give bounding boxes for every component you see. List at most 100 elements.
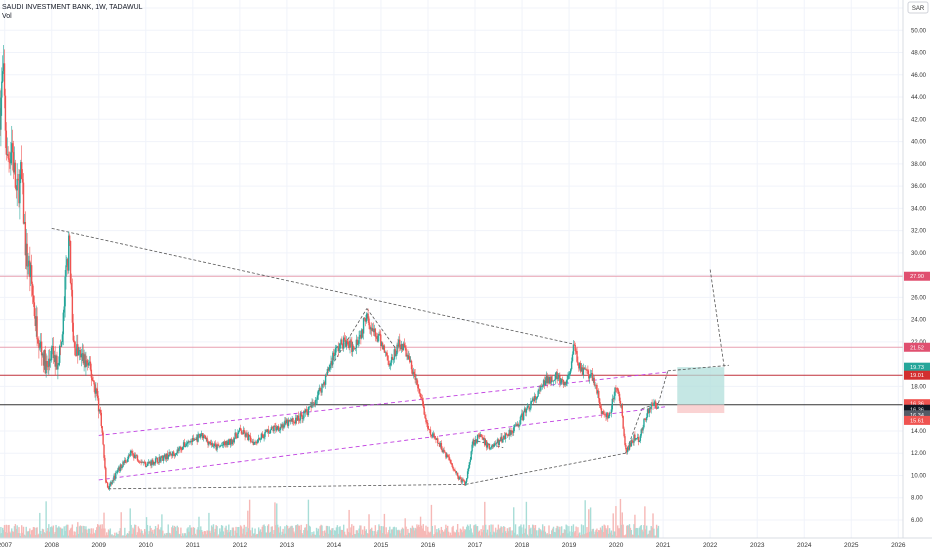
volume-bar: [158, 529, 160, 538]
candle-body: [322, 384, 324, 385]
volume-bar: [35, 527, 37, 538]
candle-body: [529, 408, 531, 410]
volume-bar: [40, 534, 43, 538]
volume-bar: [467, 526, 470, 538]
candle-body: [226, 441, 228, 446]
volume-bar: [652, 513, 654, 538]
candle-body: [207, 441, 209, 445]
volume-bar: [323, 530, 326, 538]
candle-body: [390, 357, 393, 363]
candle-body: [235, 432, 237, 437]
candle-body: [81, 353, 84, 354]
candle-body: [311, 402, 313, 408]
trendline[interactable]: [51, 227, 574, 345]
candle-body: [93, 380, 95, 385]
candle-body: [465, 478, 468, 482]
candle-body: [418, 388, 420, 390]
volume-bar: [219, 528, 221, 538]
candle-body: [333, 355, 336, 356]
volume-bar: [96, 527, 98, 538]
candle-body: [181, 447, 184, 450]
volume-bar: [90, 528, 93, 538]
volume-bar: [205, 534, 207, 538]
volume-bar: [591, 529, 594, 538]
trendline[interactable]: [658, 370, 669, 404]
trendline[interactable]: [641, 402, 659, 410]
candle-body: [87, 362, 90, 366]
volume-bar: [531, 534, 533, 538]
volume-bar: [224, 527, 226, 538]
volume-bar: [185, 535, 188, 538]
volume-bar: [509, 527, 511, 538]
trendline[interactable]: [108, 483, 466, 490]
candle-body: [598, 390, 600, 399]
currency-button[interactable]: SAR: [907, 1, 929, 14]
volume-bar: [526, 534, 528, 538]
volume-bar: [600, 529, 603, 538]
volume-bar: [283, 533, 285, 538]
volume-bar: [638, 527, 641, 538]
volume-bar: [415, 528, 417, 538]
profit-zone[interactable]: [677, 367, 725, 405]
volume-bar: [425, 525, 427, 538]
candle-body: [431, 435, 434, 437]
volume-bar: [432, 535, 434, 538]
candle-body: [640, 429, 642, 436]
candle-body: [310, 406, 312, 408]
candle-body: [34, 316, 36, 327]
candle-body: [162, 455, 164, 461]
candle-body: [62, 312, 65, 335]
volume-bar: [401, 527, 404, 538]
candle-body: [484, 438, 486, 446]
trendline[interactable]: [625, 408, 643, 454]
candle-body: [519, 420, 521, 425]
candle-body: [77, 351, 80, 356]
volume-bar: [78, 526, 81, 538]
volume-bar: [532, 524, 534, 538]
candle-body: [320, 391, 322, 393]
time-axis[interactable]: 2007200820092010201120122013201420152016…: [0, 542, 932, 549]
price-axis[interactable]: 52.0050.0048.0046.0044.0042.0040.0038.00…: [911, 6, 927, 524]
channel-line[interactable]: [98, 371, 668, 436]
candle-body: [61, 334, 64, 343]
volume-bar: [392, 527, 395, 538]
candle-body: [317, 390, 320, 396]
trendline[interactable]: [667, 364, 730, 372]
volume-bar: [510, 530, 512, 538]
candle-body: [360, 334, 362, 339]
volume-bar: [609, 532, 612, 538]
candle-body: [339, 343, 341, 349]
stop-zone[interactable]: [677, 404, 725, 414]
volume-bar: [435, 532, 437, 538]
candle-body: [415, 378, 417, 380]
candle-body: [87, 362, 89, 366]
volume-bar: [545, 534, 547, 538]
volume-bar: [238, 526, 240, 538]
trendline[interactable]: [366, 308, 396, 348]
trendline[interactable]: [709, 269, 725, 368]
volume-bar: [314, 535, 317, 538]
volume-bar: [513, 507, 515, 538]
volume-bar: [422, 524, 424, 538]
volume-bar: [232, 527, 235, 538]
volume-bar: [621, 512, 623, 538]
volume-bar: [160, 527, 162, 538]
candle-body: [25, 243, 27, 256]
trendline[interactable]: [465, 452, 626, 485]
volume-bar: [602, 531, 604, 538]
volume-bar: [230, 535, 233, 538]
volume-bar: [322, 531, 324, 538]
volume-bar: [579, 532, 581, 538]
volume-bar: [211, 527, 214, 538]
volume-bar: [472, 534, 474, 538]
candle-body: [534, 396, 537, 400]
candle-body: [541, 386, 543, 387]
volume-bar: [495, 532, 498, 538]
long-position-box[interactable]: [677, 367, 725, 414]
volume-bar: [83, 526, 85, 538]
channel-line[interactable]: [98, 406, 668, 481]
candle-body: [500, 436, 502, 442]
volume-bar: [533, 528, 536, 538]
candle-body: [164, 454, 167, 460]
